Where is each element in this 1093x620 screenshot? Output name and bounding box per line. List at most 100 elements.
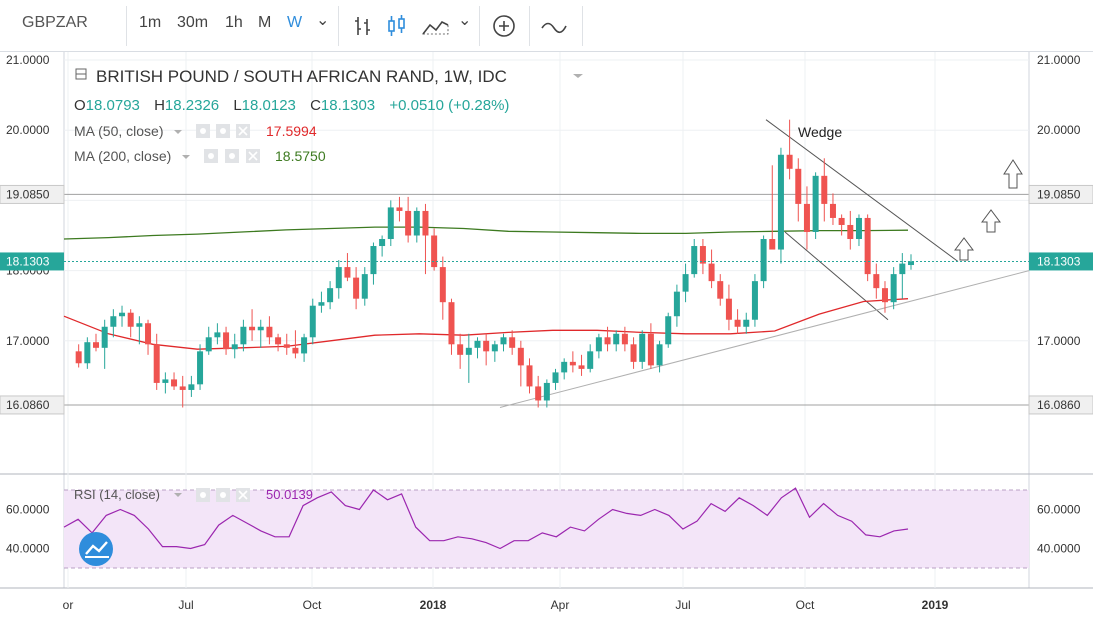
time-tick: or bbox=[63, 598, 74, 612]
wedge-label[interactable]: Wedge bbox=[798, 124, 842, 140]
candle-body bbox=[569, 361, 576, 366]
candle-body bbox=[370, 246, 377, 275]
up-arrow-icon[interactable] bbox=[981, 209, 1001, 233]
time-tick: Apr bbox=[551, 598, 570, 612]
candle-body bbox=[673, 291, 680, 317]
candle-body bbox=[223, 332, 230, 350]
wedge-upper-line bbox=[765, 119, 959, 262]
ohlc-row: O18.0793 H18.2326 L18.0123 C18.1303 +0.0… bbox=[74, 97, 509, 114]
rsi-menu-chevron-icon[interactable] bbox=[174, 493, 182, 497]
area-chart-icon[interactable] bbox=[419, 10, 451, 42]
add-indicator-icon[interactable] bbox=[488, 10, 520, 42]
candle-body bbox=[743, 319, 750, 327]
ma50-settings-icons[interactable] bbox=[196, 124, 250, 138]
ma50-label[interactable]: MA (50, close) bbox=[74, 123, 163, 139]
candle-body bbox=[656, 344, 663, 366]
candle-body bbox=[907, 261, 914, 266]
candle-body bbox=[734, 319, 741, 327]
price-tick-left: 19.0850 bbox=[6, 187, 50, 201]
price-tick-right: 17.0000 bbox=[1037, 334, 1081, 348]
candle-body bbox=[153, 344, 160, 383]
price-tick-left: 21.0000 bbox=[6, 53, 50, 67]
candle-body bbox=[457, 344, 464, 355]
candle-body bbox=[431, 235, 438, 268]
candle-body bbox=[769, 239, 776, 250]
price-tick-right: 19.0850 bbox=[1037, 187, 1081, 201]
ma200-menu-chevron-icon[interactable] bbox=[182, 155, 190, 159]
candle-body bbox=[257, 326, 264, 331]
support-trendline bbox=[499, 270, 1030, 408]
candle-body bbox=[162, 379, 169, 383]
drawing-tools bbox=[499, 119, 1030, 408]
level-tag-left bbox=[0, 395, 65, 415]
symbol-search[interactable]: GBPZAR bbox=[22, 14, 88, 31]
candle-body bbox=[613, 333, 620, 345]
time-tick: Jul bbox=[178, 598, 193, 612]
last-price-tag-left bbox=[0, 252, 64, 271]
intervals-chevron-down-icon[interactable]: ⌄ bbox=[316, 12, 330, 29]
rsi-label[interactable]: RSI (14, close) bbox=[74, 487, 160, 502]
candle-body bbox=[214, 332, 221, 338]
candle-body bbox=[205, 337, 212, 352]
candle-body bbox=[838, 217, 845, 225]
candle-body bbox=[361, 274, 368, 299]
ma200-label[interactable]: MA (200, close) bbox=[74, 148, 171, 164]
chart-legend: BRITISH POUND / SOUTH AFRICAN RAND, 1W, … bbox=[74, 67, 583, 502]
candle-body bbox=[465, 347, 472, 355]
candle-body bbox=[803, 203, 810, 232]
axis-labels: 21.0000 21.0000 20.0000 20.0000 19.0850 19.08… bbox=[0, 53, 1093, 612]
wedge-lower-line bbox=[784, 231, 889, 321]
candle-body bbox=[595, 337, 602, 352]
candle-body bbox=[630, 344, 637, 362]
candle-body bbox=[500, 337, 507, 345]
interval-month[interactable]: M bbox=[258, 14, 272, 31]
candle-body bbox=[231, 344, 238, 350]
candle-body bbox=[101, 326, 108, 348]
interval-30m[interactable]: 30m bbox=[177, 14, 209, 31]
interval-1h[interactable]: 1h bbox=[225, 14, 243, 31]
ma200-value: 18.5750 bbox=[275, 148, 326, 164]
interval-week[interactable]: W bbox=[287, 14, 303, 31]
series-title: BRITISH POUND / SOUTH AFRICAN RAND, 1W, … bbox=[96, 67, 507, 86]
time-tick: Jul bbox=[675, 598, 690, 612]
candle-body bbox=[422, 210, 429, 236]
candlestick-icon[interactable] bbox=[381, 10, 413, 42]
interval-1m[interactable]: 1m bbox=[139, 14, 162, 31]
candle-body bbox=[327, 288, 334, 303]
candle-body bbox=[344, 267, 351, 278]
top-toolbar: GBPZAR 1m 30m 1h M W ⌄ ⌄ bbox=[0, 0, 1093, 52]
ma50-menu-chevron-icon[interactable] bbox=[174, 130, 182, 134]
price-chart[interactable]: Wedge 21.0000 21.0000 20.0000 20.0000 19.085… bbox=[0, 52, 1093, 620]
up-arrow-icon[interactable] bbox=[954, 237, 974, 261]
bar-chart-icon[interactable] bbox=[347, 10, 379, 42]
title-menu-chevron-icon[interactable] bbox=[573, 74, 583, 78]
candle-body bbox=[621, 333, 628, 345]
candle-body bbox=[578, 365, 585, 369]
compare-wave-icon[interactable] bbox=[538, 10, 570, 42]
candle-body bbox=[847, 224, 854, 240]
ma200-settings-icons[interactable] bbox=[204, 149, 260, 163]
up-arrow-icon[interactable] bbox=[1003, 159, 1023, 189]
tradingview-logo-icon[interactable] bbox=[79, 532, 113, 566]
rsi-settings-icons[interactable] bbox=[196, 488, 250, 502]
candle-body bbox=[119, 312, 126, 317]
candle-body bbox=[283, 344, 290, 348]
candle-body bbox=[873, 274, 880, 289]
candle-body bbox=[413, 210, 420, 236]
candle-body bbox=[127, 312, 134, 327]
candle-body bbox=[145, 323, 152, 345]
candle-body bbox=[491, 344, 498, 352]
candle-body bbox=[777, 154, 784, 250]
candle-body bbox=[890, 274, 897, 303]
candle-body bbox=[691, 246, 698, 275]
rsi-line bbox=[63, 487, 909, 550]
price-tick-right: 21.0000 bbox=[1037, 53, 1081, 67]
rsi-band bbox=[64, 490, 1029, 568]
time-tick: 2019 bbox=[922, 598, 949, 612]
candle-body bbox=[387, 207, 394, 240]
candle-body bbox=[699, 246, 706, 264]
chart-type-chevron-down-icon[interactable]: ⌄ bbox=[458, 12, 472, 29]
candle-body bbox=[249, 326, 256, 331]
candle-body bbox=[751, 281, 758, 320]
candle-body bbox=[561, 361, 568, 373]
